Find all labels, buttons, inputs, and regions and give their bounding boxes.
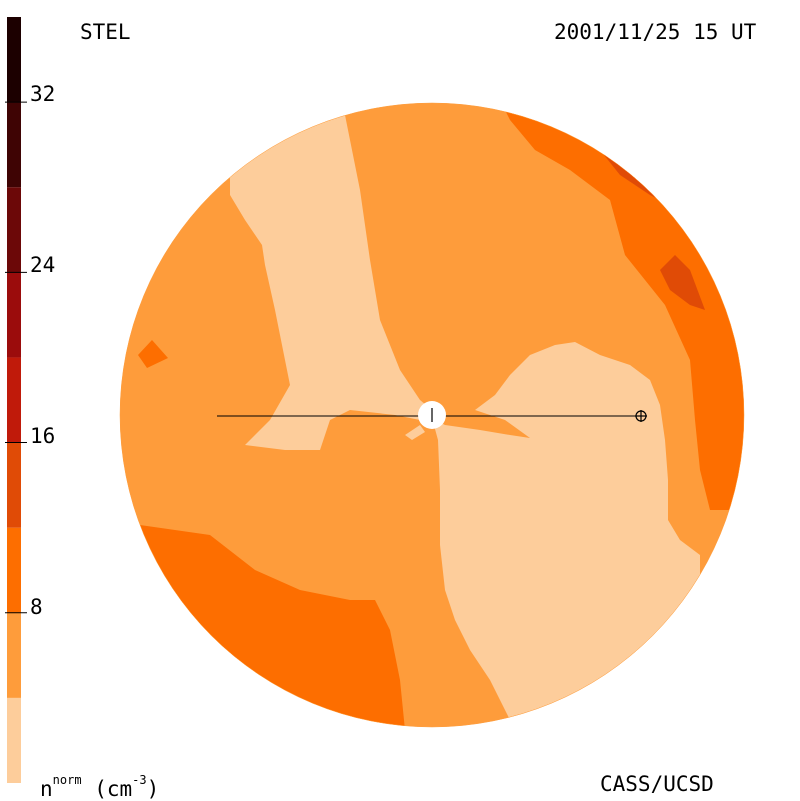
density-colorbar xyxy=(5,17,27,783)
quantity-unit-label: nnorm (cm-3) xyxy=(40,772,159,801)
credit-label: CASS/UCSD xyxy=(600,772,714,796)
earth-symbol-icon xyxy=(635,410,647,422)
colorbar-band-7 xyxy=(7,102,21,188)
quantity-unit-open: (cm xyxy=(81,777,133,801)
colorbar-band-8 xyxy=(7,17,21,103)
quantity-unit-close: ) xyxy=(146,777,160,801)
region-lightest-lower-right xyxy=(432,342,700,720)
quantity-base: n xyxy=(40,777,53,801)
colorbar-band-4 xyxy=(7,357,21,443)
timestamp-label: 2001/11/25 15 UT xyxy=(554,20,757,44)
colorbar-tick-label-32: 32 xyxy=(30,82,56,106)
colorbar-tick-label-16: 16 xyxy=(30,424,56,448)
colorbar-band-1 xyxy=(7,612,21,698)
region-lightest-center-patch xyxy=(405,425,425,440)
quantity-superscript: norm xyxy=(52,773,82,787)
instrument-label: STEL xyxy=(80,20,131,44)
region-lightest-upper xyxy=(230,103,432,450)
colorbar-band-6 xyxy=(7,187,21,273)
colorbar-tick-label-8: 8 xyxy=(30,595,43,619)
quantity-unit-exponent: -3 xyxy=(132,773,147,787)
colorbar-tick-label-24: 24 xyxy=(30,253,56,277)
region-strong-right-spot xyxy=(660,255,705,310)
region-medium-left-spot xyxy=(138,340,168,368)
colorbar-band-5 xyxy=(7,272,21,358)
sky-disk-outline xyxy=(119,102,745,728)
colorbar-band-0 xyxy=(7,697,21,783)
colorbar-band-3 xyxy=(7,442,21,528)
colorbar-band-2 xyxy=(7,527,21,613)
